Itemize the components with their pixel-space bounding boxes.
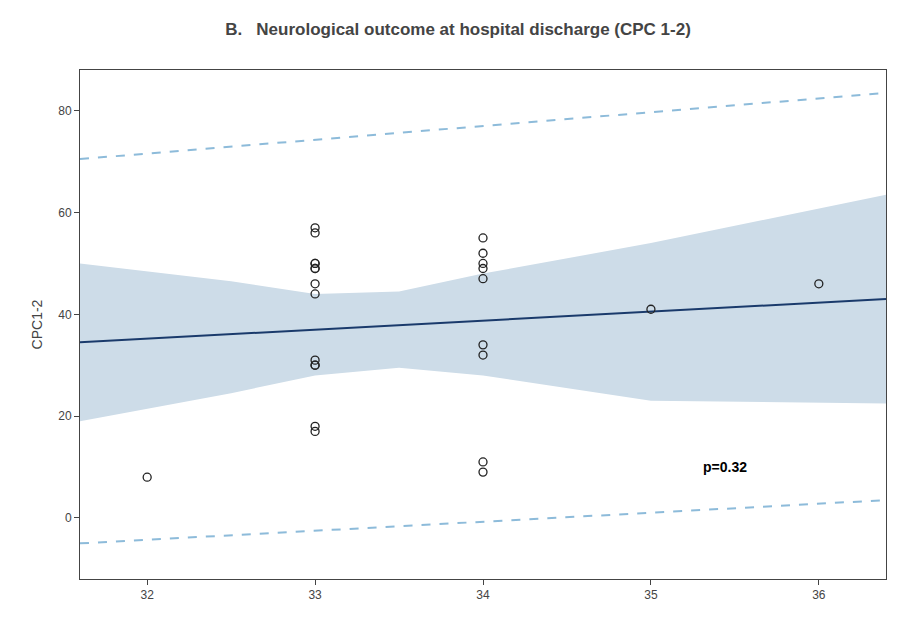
svg-text:0: 0 [65,511,72,525]
svg-text:CPC1-2: CPC1-2 [29,299,45,349]
svg-text:B. Neurological outcome at h: B. Neurological outcome at hospital disc… [225,20,691,39]
svg-text:33: 33 [308,588,322,602]
svg-text:32: 32 [140,588,154,602]
svg-text:20: 20 [58,409,72,423]
svg-text:34: 34 [476,588,490,602]
svg-text:80: 80 [58,104,72,118]
svg-text:p=0.32: p=0.32 [703,459,747,475]
svg-text:35: 35 [644,588,658,602]
svg-text:60: 60 [58,206,72,220]
svg-text:36: 36 [812,588,826,602]
svg-text:40: 40 [58,308,72,322]
